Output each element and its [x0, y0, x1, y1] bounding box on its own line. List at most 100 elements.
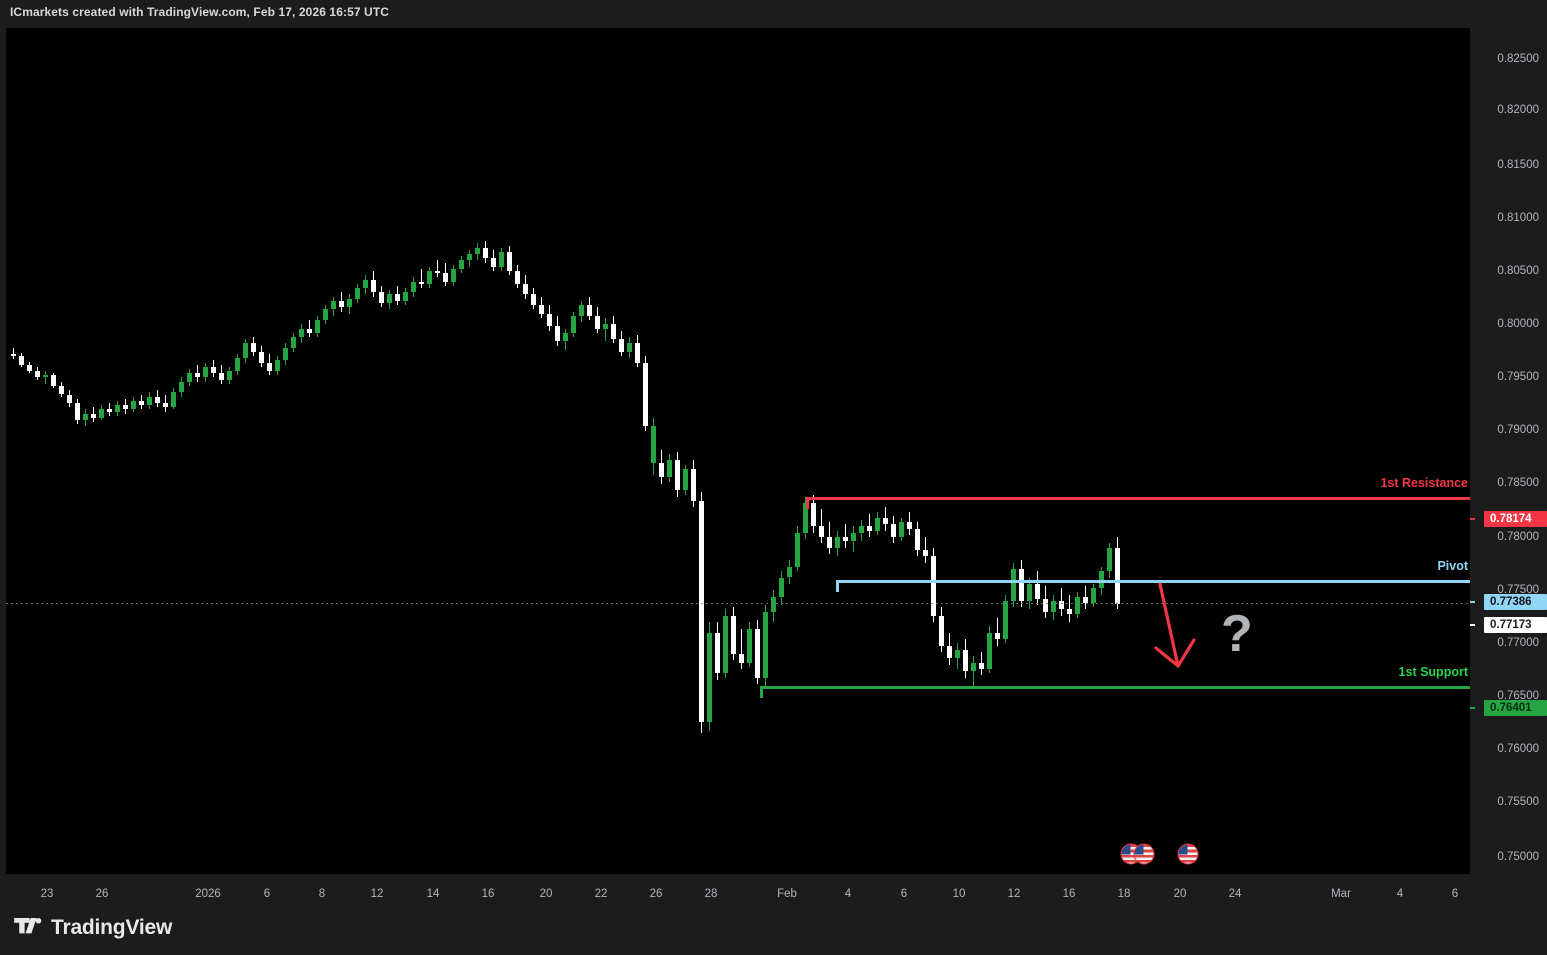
- candle-body: [1091, 588, 1096, 604]
- candle-body: [747, 628, 752, 663]
- price-axis-tick: 0.77500: [1497, 584, 1539, 596]
- time-axis-tick: 24: [1228, 888, 1242, 900]
- candle-body: [883, 517, 888, 525]
- time-axis-tick: 26: [95, 888, 109, 900]
- level-line-pivot[interactable]: [836, 580, 1470, 583]
- price-axis[interactable]: 0.82500 0.82000 0.81500 0.81000 0.80500 0.800…: [1470, 22, 1547, 880]
- candle-body: [451, 268, 456, 282]
- candle-body: [811, 503, 816, 527]
- candle-body: [19, 356, 24, 365]
- candle-body: [787, 566, 792, 578]
- candle-body: [555, 326, 560, 342]
- candle-wick: [869, 513, 870, 538]
- candle-body: [483, 247, 488, 259]
- candle-body: [187, 373, 192, 382]
- candle-body: [947, 645, 952, 659]
- candle-wick: [197, 364, 198, 382]
- badge-connector-tick: [1470, 624, 1475, 626]
- candle-body: [475, 247, 480, 255]
- candle-body: [515, 271, 520, 284]
- level-label-1st-resistance: 1st Resistance: [1380, 476, 1468, 490]
- candle-body: [43, 375, 48, 378]
- candle-body: [171, 392, 176, 408]
- candle-body: [139, 400, 144, 406]
- price-axis-tick: 0.79500: [1497, 371, 1539, 383]
- candle-body: [579, 305, 584, 316]
- time-axis-tick: Feb: [777, 888, 797, 900]
- chart-frame: 1st Resistance Pivot 1st Support? 0.82500 0…: [0, 22, 1547, 904]
- candle-body: [859, 526, 864, 533]
- candle-body: [827, 537, 832, 548]
- time-axis-tick: 12: [1007, 888, 1021, 900]
- candle-body: [427, 271, 432, 284]
- candle-wick: [1069, 594, 1070, 623]
- time-axis-tick: 10: [952, 888, 966, 900]
- candle-body: [763, 611, 768, 678]
- badge-connector-tick: [1470, 518, 1475, 520]
- time-axis-tick: 16: [481, 888, 495, 900]
- candle-body: [323, 309, 328, 320]
- price-axis-tick: 0.76500: [1497, 690, 1539, 702]
- candle-body: [83, 413, 88, 421]
- candle-body: [771, 596, 776, 612]
- candle-wick: [845, 524, 846, 548]
- price-axis-tick: 0.81500: [1497, 159, 1539, 171]
- level-line-1st-resistance[interactable]: [806, 497, 1470, 500]
- price-badge-1st-support[interactable]: 0.76401: [1484, 700, 1547, 716]
- candle-body: [875, 517, 880, 531]
- time-axis-tick: 14: [426, 888, 440, 900]
- candle-body: [803, 503, 808, 533]
- candle-body: [523, 283, 528, 295]
- candle-body: [1011, 569, 1016, 601]
- candle-body: [723, 615, 728, 674]
- candle-body: [507, 251, 512, 272]
- time-axis[interactable]: 23 26 2026 6 8 12 14 16 20 22 26 28 Feb 4 6 10 12 16 18 20 2…: [0, 880, 1547, 904]
- candle-body: [939, 615, 944, 646]
- candle-body: [331, 300, 336, 310]
- us-flag-event-icon[interactable]: [1177, 843, 1199, 865]
- price-plot-area[interactable]: 1st Resistance Pivot 1st Support?: [6, 28, 1470, 874]
- price-badge-current-price[interactable]: 0.77173: [1484, 617, 1547, 633]
- candle-body: [1107, 547, 1112, 572]
- candle-body: [843, 537, 848, 542]
- candle-body: [347, 298, 352, 308]
- candle-body: [619, 339, 624, 352]
- down-arrow-icon: [1154, 582, 1196, 668]
- candle-body: [467, 254, 472, 261]
- candle-body: [267, 362, 272, 372]
- candle-body: [667, 460, 672, 478]
- candle-body: [923, 549, 928, 557]
- badge-connector-tick: [1470, 707, 1475, 709]
- chart-footer: TradingView: [0, 904, 1547, 955]
- candle-body: [907, 522, 912, 529]
- level-line-1st-support[interactable]: [760, 686, 1470, 689]
- candle-wick: [13, 347, 14, 360]
- candle-body: [1115, 547, 1120, 605]
- price-badge-pivot[interactable]: 0.77386: [1484, 594, 1547, 610]
- candle-body: [571, 315, 576, 333]
- price-badge-1st-resistance[interactable]: 0.78174: [1484, 511, 1547, 527]
- candle-body: [563, 332, 568, 342]
- candle-body: [419, 281, 424, 284]
- flag-canton: [1121, 844, 1131, 855]
- candle-body: [235, 358, 240, 372]
- candle-body: [739, 654, 744, 663]
- candle-body: [219, 373, 224, 380]
- candle-body: [123, 405, 128, 410]
- candle-body: [99, 409, 104, 418]
- candle-body: [299, 328, 304, 338]
- candle-body: [691, 468, 696, 501]
- candle-body: [675, 460, 680, 491]
- candle-body: [459, 260, 464, 269]
- tradingview-logo-icon: [14, 918, 42, 934]
- time-axis-tick: 4: [1396, 888, 1404, 900]
- candle-body: [491, 258, 496, 267]
- candle-body: [339, 300, 344, 308]
- us-flag-event-icon[interactable]: [1133, 843, 1155, 865]
- candle-body: [531, 294, 536, 306]
- flag-canton: [1134, 844, 1144, 855]
- level-origin-tick: [760, 686, 763, 698]
- time-axis-tick: 12: [370, 888, 384, 900]
- flag-canton: [1178, 844, 1188, 855]
- badge-connector-tick: [1470, 601, 1475, 603]
